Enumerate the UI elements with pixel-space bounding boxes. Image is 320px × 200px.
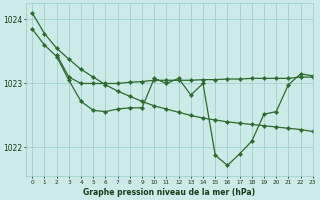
X-axis label: Graphe pression niveau de la mer (hPa): Graphe pression niveau de la mer (hPa) [84, 188, 256, 197]
